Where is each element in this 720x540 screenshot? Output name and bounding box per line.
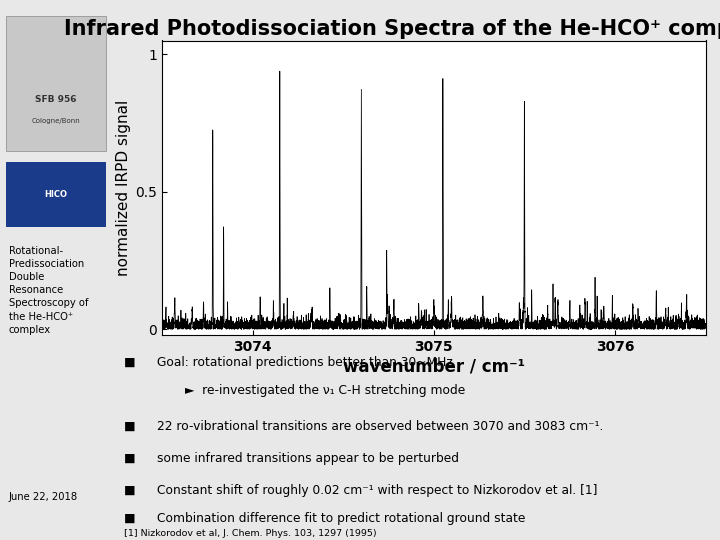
Text: HICO: HICO	[45, 190, 67, 199]
Text: Cologne/Bonn: Cologne/Bonn	[32, 118, 80, 125]
Text: ■: ■	[124, 420, 135, 433]
Text: June 22, 2018: June 22, 2018	[9, 492, 78, 502]
Text: 22 ro-vibrational transitions are observed between 3070 and 3083 cm⁻¹.: 22 ro-vibrational transitions are observ…	[157, 420, 603, 433]
Text: Combination difference fit to predict rotational ground state: Combination difference fit to predict ro…	[157, 512, 526, 525]
Text: SFB 956: SFB 956	[35, 96, 76, 104]
Text: [1] Nizkorodov et al, J. Chem. Phys. 103, 1297 (1995): [1] Nizkorodov et al, J. Chem. Phys. 103…	[124, 529, 377, 538]
Text: ■: ■	[124, 512, 135, 525]
Text: ■: ■	[124, 356, 135, 369]
Text: ■: ■	[124, 452, 135, 465]
Text: Constant shift of roughly 0.02 cm⁻¹ with respect to Nizkorodov et al. [1]: Constant shift of roughly 0.02 cm⁻¹ with…	[157, 484, 598, 497]
Y-axis label: normalized IRPD signal: normalized IRPD signal	[116, 99, 131, 276]
FancyBboxPatch shape	[6, 162, 106, 227]
Text: Rotational-
Predissociation
Double
Resonance
Spectroscopy of
the He-HCO⁺
complex: Rotational- Predissociation Double Reson…	[9, 246, 89, 335]
Text: some infrared transitions appear to be perturbed: some infrared transitions appear to be p…	[157, 452, 459, 465]
Text: Infrared Photodissociation Spectra of the He-HCO⁺ complex: Infrared Photodissociation Spectra of th…	[65, 19, 720, 39]
Text: ■: ■	[124, 484, 135, 497]
Text: ►  re-investigated the ν₁ C-H stretching mode: ► re-investigated the ν₁ C-H stretching …	[184, 384, 465, 397]
Text: Goal: rotational predictions better than 30~MHz: Goal: rotational predictions better than…	[157, 356, 453, 369]
X-axis label: wavenumber / cm⁻¹: wavenumber / cm⁻¹	[343, 358, 525, 376]
FancyBboxPatch shape	[6, 16, 106, 151]
